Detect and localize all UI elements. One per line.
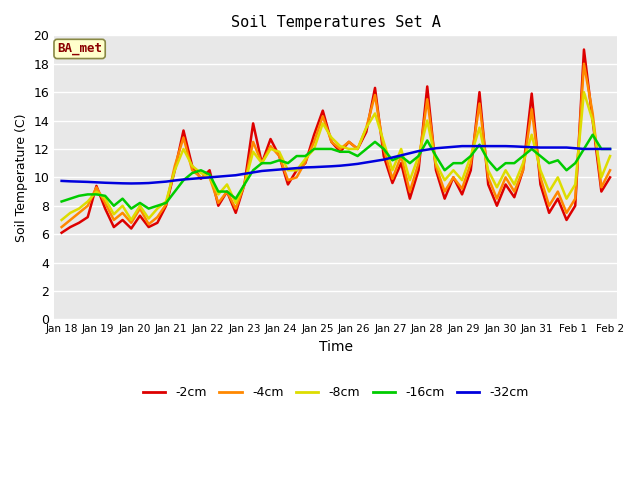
X-axis label: Time: Time bbox=[319, 340, 353, 354]
Y-axis label: Soil Temperature (C): Soil Temperature (C) bbox=[15, 113, 28, 241]
Title: Soil Temperatures Set A: Soil Temperatures Set A bbox=[231, 15, 441, 30]
Legend: -2cm, -4cm, -8cm, -16cm, -32cm: -2cm, -4cm, -8cm, -16cm, -32cm bbox=[138, 381, 534, 404]
Text: BA_met: BA_met bbox=[57, 42, 102, 55]
